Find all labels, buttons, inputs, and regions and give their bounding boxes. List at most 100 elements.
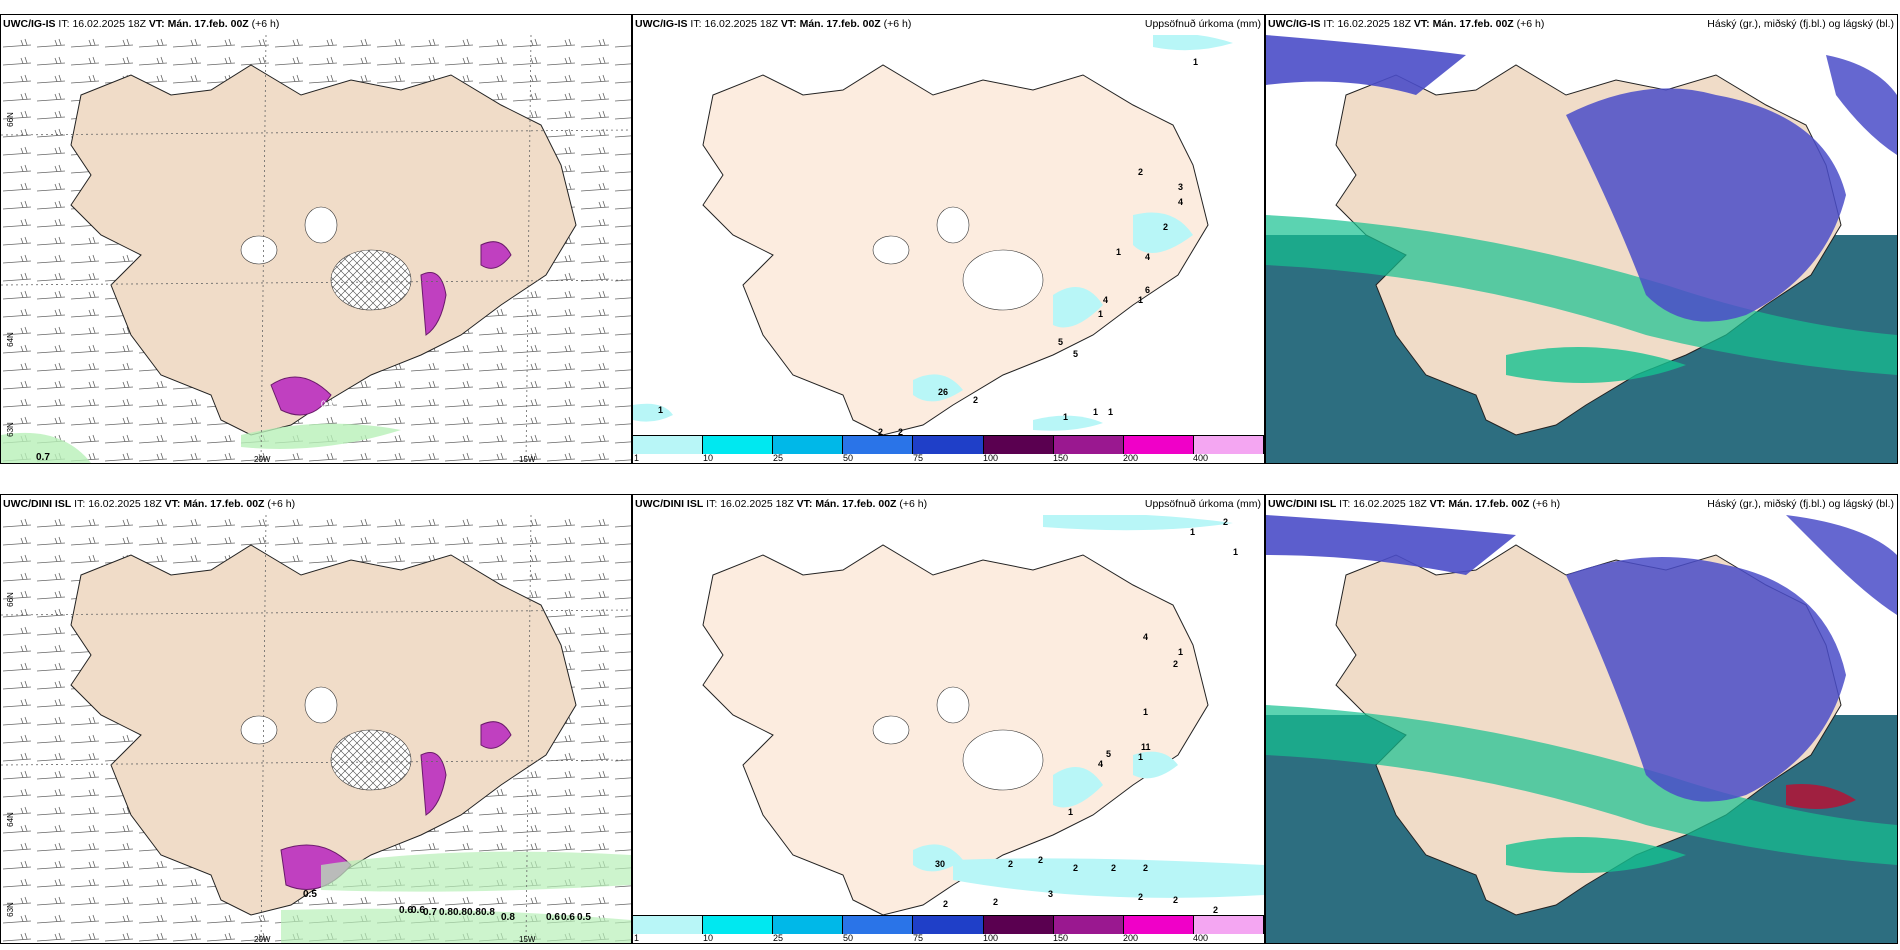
colorbar-swatch <box>633 436 704 454</box>
value-label: 2 <box>1173 659 1178 669</box>
value-label: 0.6 <box>399 905 413 916</box>
colorbar-label: 150 <box>1053 933 1069 943</box>
value-label: 0.4 <box>321 399 334 409</box>
lat-label: 63N <box>5 422 15 437</box>
colorbar-swatch <box>843 916 914 934</box>
value-label: 4 <box>1098 759 1103 769</box>
value-label: 3 <box>1048 889 1053 899</box>
colorbar-label: 75 <box>913 933 924 943</box>
colorbar-label: 200 <box>1123 453 1139 463</box>
value-label: 5 <box>1058 337 1063 347</box>
value-label: 0.7 <box>36 452 50 463</box>
value-label: 1 <box>1116 247 1121 257</box>
panel-subtitle: Háský (gr.), miðský (fj.bl.) og lágský (… <box>1707 498 1894 510</box>
panel-subtitle: Uppsöfnuð úrkoma (mm) <box>1144 18 1261 30</box>
value-label: 5 <box>1106 749 1111 759</box>
colorbar-swatch <box>1193 436 1264 454</box>
colorbar-swatch <box>1123 436 1194 454</box>
panel-ig-precip: UWC/IG-IS IT: 16.02.2025 18Z VT: Mán. 17… <box>632 14 1265 464</box>
colorbar-labels: 1 10 25 50 75 100 150 200 400 <box>633 933 1264 943</box>
panel-dini-cloud: UWC/DINI ISL IT: 16.02.2025 18Z VT: Mán.… <box>1265 494 1898 944</box>
colorbar-label: 400 <box>1193 933 1209 943</box>
value-label: 2 <box>1111 863 1116 873</box>
value-label: 2 <box>1173 895 1178 905</box>
value-label: 2 <box>973 395 978 405</box>
colorbar-label: 10 <box>703 933 714 943</box>
colorbar-label: 100 <box>983 933 999 943</box>
colorbar-swatch <box>913 916 984 934</box>
value-label: 2 <box>1223 517 1228 527</box>
colorbar-label: 400 <box>1193 453 1209 463</box>
wind-map: 0.5 0.6 0.6 0.7 0.8 0.8 0.8 0.8 0.8 0.6 … <box>1 515 631 943</box>
value-label: 1 <box>1068 807 1073 817</box>
colorbar-swatch <box>773 436 844 454</box>
value-label: 3 <box>1178 182 1183 192</box>
lon-label: 20W <box>254 935 271 944</box>
value-label: 1 <box>1193 57 1198 67</box>
value-label: 0.8 <box>439 907 453 918</box>
panel-title: UWC/IG-IS IT: 16.02.2025 18Z VT: Mán. 17… <box>1268 18 1545 30</box>
value-label: 2 <box>943 899 948 909</box>
value-label: 2 <box>1138 167 1143 177</box>
panel-dini-precip: UWC/DINI ISL IT: 16.02.2025 18Z VT: Mán.… <box>632 494 1265 944</box>
colorbar-label: 1 <box>634 933 640 943</box>
colorbar-label: 1 <box>634 453 640 463</box>
cloud-map <box>1266 515 1897 943</box>
colorbar-cells <box>633 435 1264 454</box>
value-label: 2 <box>898 427 903 435</box>
value-label: 0.5 <box>577 912 591 923</box>
value-label: 26 <box>938 387 948 397</box>
value-label: 2 <box>1143 863 1148 873</box>
lat-label: 63N <box>5 902 15 917</box>
colorbar: 1 10 25 50 75 100 150 200 400 <box>633 915 1264 943</box>
panel-title: UWC/IG-IS IT: 16.02.2025 18Z VT: Mán. 17… <box>635 18 912 30</box>
lat-label: 64N <box>5 332 15 347</box>
value-label: 0.8 <box>467 907 481 918</box>
lat-label: 66N <box>5 112 15 127</box>
colorbar-swatch <box>843 436 914 454</box>
cloud-map <box>1266 35 1897 463</box>
colorbar-swatch <box>703 916 774 934</box>
value-label: 2 <box>878 427 883 435</box>
colorbar-labels: 1 10 25 50 75 100 150 200 400 <box>633 453 1264 463</box>
lon-label: 20W <box>254 455 271 464</box>
value-label: 0.6 <box>411 905 425 916</box>
value-label: 1 <box>1233 547 1238 557</box>
value-label: 0.8 <box>453 907 467 918</box>
colorbar-swatch <box>703 436 774 454</box>
value-label: 1 <box>1108 407 1113 417</box>
colorbar-swatch <box>983 436 1054 454</box>
value-label: 1 <box>1190 527 1195 537</box>
colorbar-swatch <box>913 436 984 454</box>
value-label: 5 <box>1073 349 1078 359</box>
colorbar-swatch <box>1123 916 1194 934</box>
value-label: 0.7 <box>423 907 437 918</box>
colorbar-label: 150 <box>1053 453 1069 463</box>
value-label: 4 <box>1178 197 1183 207</box>
value-label: 1 <box>1138 752 1143 762</box>
value-label: 2 <box>1163 222 1168 232</box>
value-label: 0.5 <box>303 889 317 900</box>
value-label: 1 <box>1143 707 1148 717</box>
value-label: 1 <box>1093 407 1098 417</box>
panel-title: UWC/DINI ISL IT: 16.02.2025 18Z VT: Mán.… <box>3 498 296 510</box>
colorbar-swatch <box>633 916 704 934</box>
value-label: 1 <box>1063 412 1068 422</box>
precip-map: 1 2 1 4 1 2 1 11 5 1 4 1 30 2 2 2 2 2 2 … <box>702 515 1264 915</box>
colorbar-swatch <box>1193 916 1264 934</box>
panel-title: UWC/DINI ISL IT: 16.02.2025 18Z VT: Mán.… <box>635 498 928 510</box>
value-label: 11 <box>1141 742 1151 752</box>
lon-label: 15W <box>519 935 536 944</box>
value-label: 2 <box>1008 859 1013 869</box>
iceland-land <box>70 64 577 436</box>
value-label: 30 <box>935 859 945 869</box>
panel-title: UWC/IG-IS IT: 16.02.2025 18Z VT: Mán. 17… <box>3 18 280 30</box>
panel-subtitle: Uppsöfnuð úrkoma (mm) <box>1144 498 1261 510</box>
value-label: 4 <box>1143 632 1148 642</box>
colorbar-swatch <box>773 916 844 934</box>
value-label: 2 <box>993 897 998 907</box>
lat-label: 66N <box>5 592 15 607</box>
colorbar-label: 100 <box>983 453 999 463</box>
value-label: 2 <box>1073 863 1078 873</box>
panel-title: UWC/DINI ISL IT: 16.02.2025 18Z VT: Mán.… <box>1268 498 1561 510</box>
